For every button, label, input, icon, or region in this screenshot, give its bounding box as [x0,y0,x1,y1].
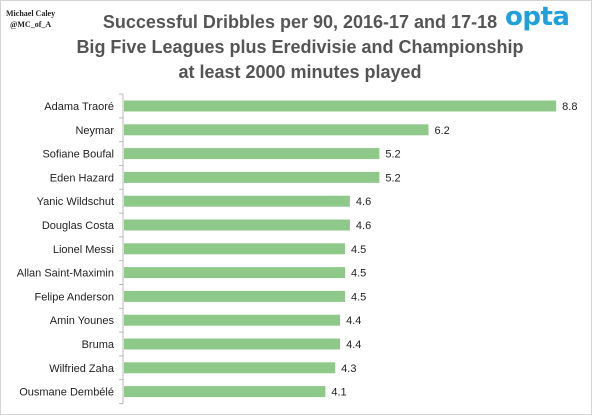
category-label: Adama Traoré [44,101,114,113]
bar [124,243,345,255]
bar [124,290,345,302]
category-label: Ousmane Dembélé [19,387,114,399]
data-label: 4.4 [346,339,361,351]
data-label: 4.4 [346,315,361,327]
bar [124,386,326,398]
category-label: Neymar [75,125,114,137]
bar [124,124,429,136]
chart-subtitle-line-2: at least 2000 minutes played [178,62,422,82]
data-label: 5.2 [385,172,400,184]
category-label: Allan Saint-Maximin [17,268,114,280]
bar [124,100,557,112]
data-label: 4.5 [351,244,366,256]
data-label: 5.2 [385,149,400,161]
data-label: 4.3 [341,363,356,375]
author-handle: @MC_of_A [9,20,52,29]
category-label: Yanic Wildschut [37,196,114,208]
author-credit: Michael Caley @MC_of_A [6,8,55,30]
category-label: Felipe Anderson [35,291,115,303]
category-label: Amin Younes [50,315,115,327]
data-label: 4.5 [351,268,366,280]
category-label: Eden Hazard [50,172,114,184]
bar [124,171,380,183]
bar [124,195,350,207]
bar [124,219,350,231]
bar [124,148,380,160]
bar [124,362,336,374]
category-label: Sofiane Boufal [42,149,114,161]
data-label: 8.8 [562,101,577,113]
author-name: Michael Caley [6,9,56,18]
data-label: 4.1 [331,387,346,399]
data-label: 6.2 [434,125,449,137]
chart-subtitle-line-1: Big Five Leagues plus Eredivisie and Cha… [76,37,524,57]
chart-title: Successful Dribbles per 90, 2016-17 and … [102,12,498,32]
data-label: 4.5 [351,291,366,303]
bar [124,267,345,279]
bar [124,314,341,326]
chart-title-block: Successful Dribbles per 90, 2016-17 and … [60,10,540,85]
data-label: 4.6 [356,220,371,232]
bar [124,338,341,350]
data-label: 4.6 [356,196,371,208]
category-label: Wilfried Zaha [49,363,115,375]
category-label: Douglas Costa [42,220,115,232]
opta-logo: opta [505,2,570,32]
category-label: Lionel Messi [53,244,114,256]
category-label: Bruma [82,339,115,351]
